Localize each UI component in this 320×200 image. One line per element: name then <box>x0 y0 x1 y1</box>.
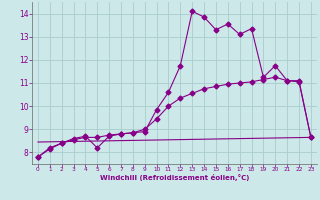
X-axis label: Windchill (Refroidissement éolien,°C): Windchill (Refroidissement éolien,°C) <box>100 174 249 181</box>
